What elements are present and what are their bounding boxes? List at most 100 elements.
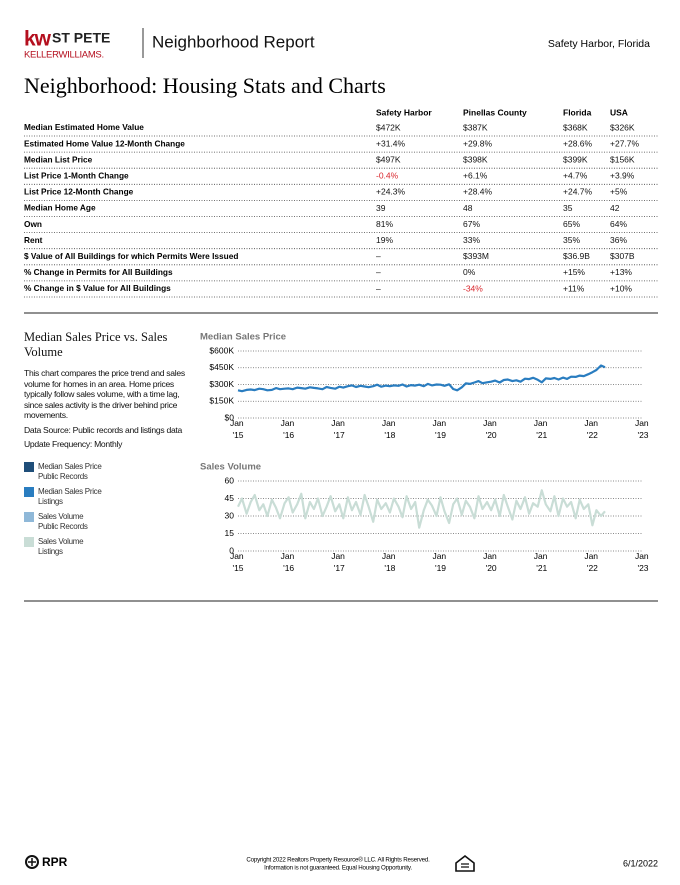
y-tick-label: 0 xyxy=(229,545,234,555)
rpr-icon xyxy=(25,855,39,869)
legend-item: Median Sales Price Listings xyxy=(24,486,192,512)
y-tick-label: $600K xyxy=(209,345,234,355)
x-tick-label: Jan '16 xyxy=(281,551,297,573)
cell: +27.7% xyxy=(610,138,640,148)
report-title: Neighborhood Report xyxy=(152,32,315,51)
cell: -34% xyxy=(463,283,483,293)
chart-title: Sales Volume xyxy=(200,462,261,473)
y-tick-label: $0 xyxy=(225,412,235,422)
copyright: Copyright 2022 Realtors Property Resourc… xyxy=(246,857,430,864)
cell: – xyxy=(376,267,381,277)
cell: $368K xyxy=(563,122,588,132)
row-label: Rent xyxy=(24,235,43,245)
legend-label: Listings xyxy=(38,496,63,506)
cell: +15% xyxy=(563,267,585,277)
legend-label: Median Sales Price xyxy=(38,461,102,471)
x-tick-label: Jan '23 xyxy=(635,551,651,573)
x-tick-label: Jan '23 xyxy=(635,418,651,440)
page-title: Neighborhood: Housing Stats and Charts xyxy=(24,73,386,98)
y-tick-label: 45 xyxy=(225,493,235,503)
cell: 19% xyxy=(376,235,393,245)
cell: – xyxy=(376,251,381,261)
x-tick-label: Jan '18 xyxy=(382,551,398,573)
cell: $36.9B xyxy=(563,251,590,261)
legend-text: Median Sales Price Listings xyxy=(38,487,102,507)
row-label: % Change in $ Value for All Buildings xyxy=(24,283,171,293)
cell: 67% xyxy=(463,219,480,229)
cell: +28.4% xyxy=(463,187,493,197)
panel-text: This chart compares the price trend and … xyxy=(24,368,192,450)
y-tick-label: 15 xyxy=(225,528,235,538)
cell: 48 xyxy=(463,203,473,213)
cell: +6.1% xyxy=(463,171,488,181)
panel-paragraph: Update Frequency: Monthly xyxy=(24,439,123,449)
date: 6/1/2022 xyxy=(623,858,658,868)
logo-kw: kw xyxy=(24,28,52,51)
legend-swatch xyxy=(24,486,34,497)
legend-item: Median Sales Price Public Records xyxy=(24,461,192,487)
legend-swatch xyxy=(24,461,34,472)
cell: +24.3% xyxy=(376,187,406,197)
legend-label: Listings xyxy=(38,546,63,556)
cell: $156K xyxy=(610,154,635,164)
row-label: Median List Price xyxy=(24,154,93,164)
row-label: Median Estimated Home Value xyxy=(24,122,144,132)
cell: 0% xyxy=(463,267,476,277)
row-label: % Change in Permits for All Buildings xyxy=(24,267,173,277)
legend-swatch xyxy=(24,536,34,547)
column-header: Florida xyxy=(563,107,592,117)
row-label: Estimated Home Value 12-Month Change xyxy=(24,138,185,148)
cell: $472K xyxy=(376,122,401,132)
cell: $398K xyxy=(463,154,488,164)
legend-label: Median Sales Price xyxy=(38,486,102,496)
x-tick-label: Jan '18 xyxy=(382,418,398,440)
cell: +11% xyxy=(563,283,585,293)
cell: 36% xyxy=(610,235,627,245)
y-tick-label: $300K xyxy=(209,379,234,389)
row-label: $ Value of All Buildings for which Permi… xyxy=(24,251,238,261)
logo-brand: KELLERWILLIAMS. xyxy=(24,50,104,61)
x-tick-label: Jan '17 xyxy=(331,418,347,440)
cell: -0.4% xyxy=(376,171,399,181)
column-header: Safety Harbor xyxy=(376,107,432,117)
column-header: Pinellas County xyxy=(463,107,527,117)
legend-text: Median Sales Price Public Records xyxy=(38,462,102,482)
cell: +13% xyxy=(610,267,632,277)
cell: +5% xyxy=(610,187,628,197)
legend-text: Sales Volume Public Records xyxy=(38,512,88,532)
cell: +4.7% xyxy=(563,171,588,181)
equal-housing-icon xyxy=(455,854,475,872)
cell: +29.8% xyxy=(463,138,493,148)
cell: 42 xyxy=(610,203,620,213)
x-tick-label: Jan '19 xyxy=(432,551,448,573)
data-line xyxy=(237,489,606,529)
row-label: Median Home Age xyxy=(24,203,96,213)
cell: – xyxy=(376,283,381,293)
x-tick-label: Jan '21 xyxy=(534,418,550,440)
rpr-logo: RPR xyxy=(42,855,68,869)
legend-label: Sales Volume xyxy=(38,536,84,546)
row-label: Own xyxy=(24,219,42,229)
legend-label: Public Records xyxy=(38,521,88,531)
legend-text: Sales Volume Listings xyxy=(38,536,84,557)
cell: $307B xyxy=(610,251,635,261)
legend-item: Sales Volume Listings xyxy=(24,536,192,562)
copyright: Information is not guaranteed. Equal Hou… xyxy=(264,865,412,872)
x-tick-label: Jan '21 xyxy=(534,551,550,573)
x-tick-label: Jan '15 xyxy=(230,551,246,573)
x-tick-label: Jan '16 xyxy=(281,418,297,440)
cell: +10% xyxy=(610,283,632,293)
x-tick-label: Jan '22 xyxy=(584,551,600,573)
cell: $393M xyxy=(463,251,489,261)
legend: Median Sales Price Public Records Median S… xyxy=(24,461,192,562)
y-tick-label: $150K xyxy=(209,396,234,406)
cell: 35% xyxy=(563,235,580,245)
legend-item: Sales Volume Public Records xyxy=(24,511,192,537)
cell: $387K xyxy=(463,122,488,132)
x-tick-label: Jan '15 xyxy=(230,418,246,440)
legend-label: Sales Volume xyxy=(38,511,84,521)
cell: $497K xyxy=(376,154,401,164)
cell: 35 xyxy=(563,203,573,213)
cell: +3.9% xyxy=(610,171,635,181)
y-tick-label: $450K xyxy=(209,362,234,372)
